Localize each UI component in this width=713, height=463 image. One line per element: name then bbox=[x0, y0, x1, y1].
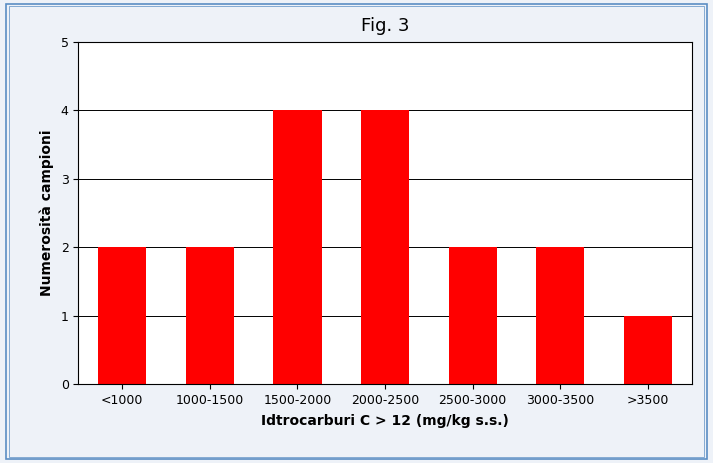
Title: Fig. 3: Fig. 3 bbox=[361, 17, 409, 35]
Y-axis label: Numerosità campioni: Numerosità campioni bbox=[39, 130, 53, 296]
Bar bbox=[624, 316, 672, 384]
Bar bbox=[185, 247, 234, 384]
Bar bbox=[448, 247, 497, 384]
Bar bbox=[273, 110, 322, 384]
Bar bbox=[536, 247, 584, 384]
Bar bbox=[361, 110, 409, 384]
X-axis label: Idtrocarburi C > 12 (mg/kg s.s.): Idtrocarburi C > 12 (mg/kg s.s.) bbox=[261, 414, 509, 428]
Bar bbox=[98, 247, 146, 384]
